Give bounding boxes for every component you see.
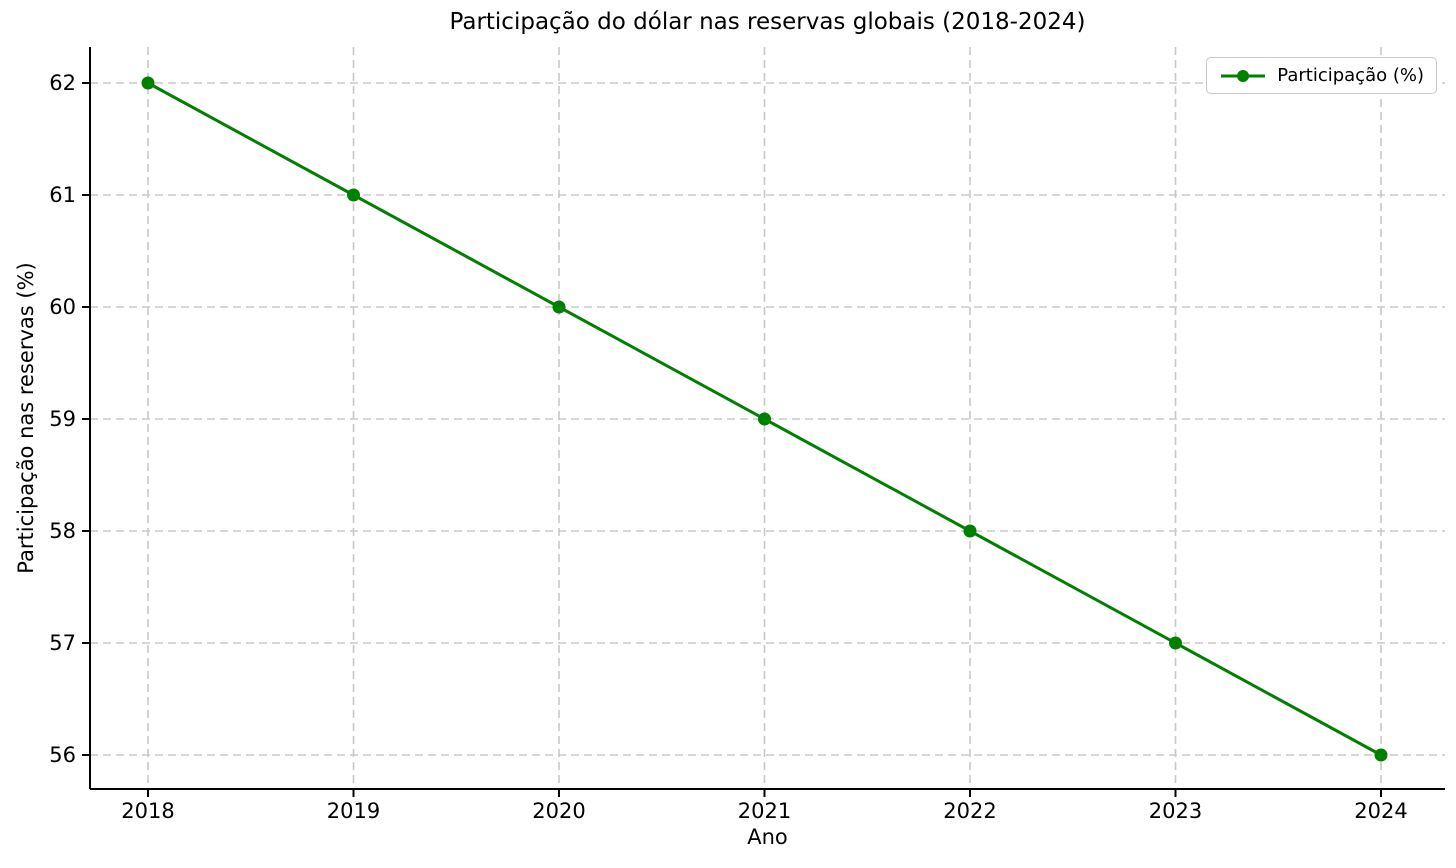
data-point: [963, 524, 977, 538]
data-point: [1169, 636, 1182, 650]
y-tick-label: 59: [49, 407, 76, 431]
data-point: [347, 188, 360, 202]
y-tick-label: 56: [49, 743, 76, 767]
x-tick-label: 2019: [327, 799, 380, 823]
data-point: [141, 76, 155, 90]
x-axis-label: Ano: [747, 825, 788, 849]
chart-title: Participação do dólar nas reservas globa…: [449, 9, 1086, 35]
data-point: [552, 300, 566, 314]
data-point: [1374, 748, 1388, 762]
x-tick-label: 2023: [1149, 799, 1202, 823]
x-tick-label: 2021: [738, 799, 791, 823]
y-tick-label: 57: [49, 631, 76, 655]
y-tick-label: 58: [49, 519, 76, 543]
legend: Participação (%): [1206, 57, 1437, 94]
legend-marker-icon: [1237, 69, 1250, 82]
x-tick-label: 2022: [943, 799, 996, 823]
x-tick-label: 2024: [1354, 799, 1407, 823]
y-tick-label: 61: [49, 183, 76, 207]
x-tick-label: 2018: [121, 799, 174, 823]
x-tick-label: 2020: [532, 799, 585, 823]
legend-label: Participação (%): [1277, 65, 1424, 86]
data-point: [758, 412, 771, 426]
y-tick-label: 60: [49, 295, 76, 319]
legend-line-sample: [1221, 69, 1266, 82]
y-tick-label: 62: [49, 71, 76, 95]
